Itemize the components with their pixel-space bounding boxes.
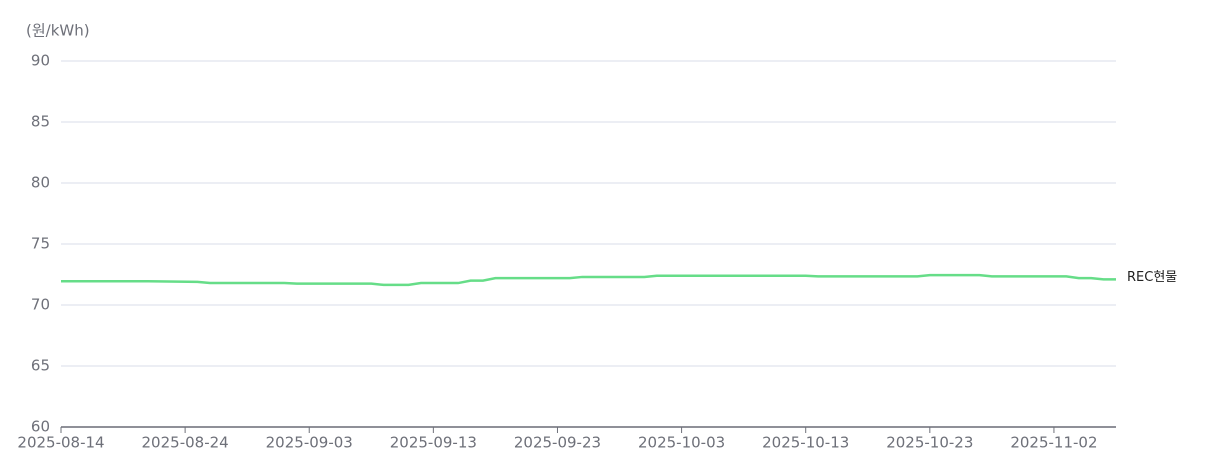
x-tick-label: 2025-10-23 (886, 434, 973, 452)
y-tick-label: 85 (31, 113, 50, 131)
x-tick-label: 2025-09-23 (514, 434, 601, 452)
x-tick-label: 2025-09-03 (266, 434, 353, 452)
y-tick-label: 70 (31, 296, 50, 314)
x-tick-label: 2025-09-13 (390, 434, 477, 452)
y-tick-label: 65 (31, 357, 50, 375)
y-axis-label: (원/kWh) (26, 22, 90, 40)
x-tick-label: 2025-10-03 (638, 434, 725, 452)
x-tick-label: 2025-10-13 (762, 434, 849, 452)
x-tick-label: 2025-08-14 (17, 434, 104, 452)
y-tick-label: 75 (31, 235, 50, 253)
x-tick-label: 2025-11-02 (1010, 434, 1097, 452)
y-tick-label: 80 (31, 174, 50, 192)
y-tick-label: 90 (31, 52, 50, 70)
series-label: REC현물 (1127, 270, 1177, 285)
y-tick-label: 60 (31, 418, 50, 436)
x-tick-label: 2025-08-24 (142, 434, 229, 452)
line (61, 273, 1116, 287)
